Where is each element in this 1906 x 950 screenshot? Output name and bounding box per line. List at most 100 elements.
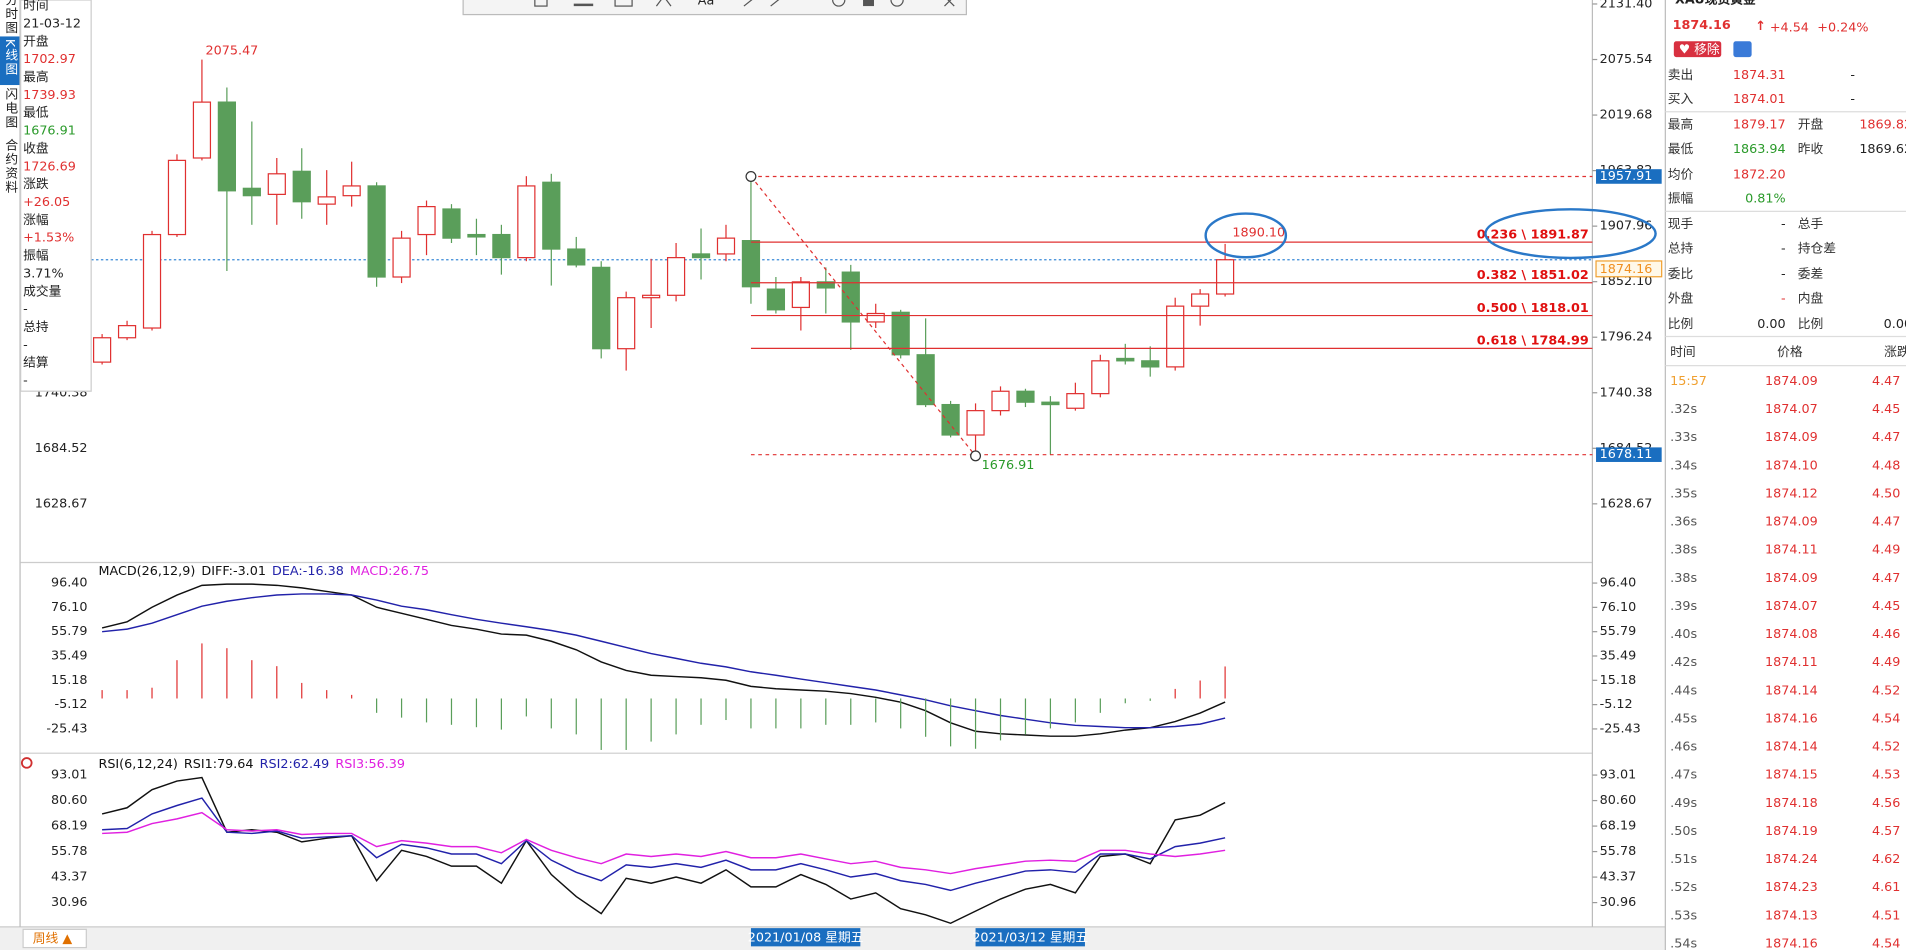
table-cell: 1874.09	[1765, 374, 1818, 389]
candle-body	[666, 257, 686, 296]
candle-body	[841, 271, 860, 323]
y-tick-label-left: 76.10	[51, 600, 88, 615]
legend-entry: MACD(26,12,9)	[98, 563, 195, 578]
info-label: 总持	[23, 320, 49, 335]
close-icon[interactable]	[944, 0, 955, 7]
y-tick-label-left: 96.40	[51, 576, 88, 591]
table-cell: 1874.09	[1765, 515, 1818, 530]
tool-icon[interactable]	[743, 0, 783, 7]
quote-value: -	[1850, 68, 1855, 83]
table-cell: .44s	[1670, 683, 1697, 698]
table-cell: 4.47	[1872, 515, 1900, 530]
tool-icon[interactable]	[534, 0, 548, 7]
remove-button-bg[interactable]	[1673, 41, 1722, 58]
quote-label: 最高	[1668, 117, 1694, 133]
candle-body	[217, 101, 237, 192]
candle-body	[1215, 259, 1235, 295]
indicator-line	[102, 593, 1226, 729]
period-button[interactable]	[22, 928, 87, 949]
y-tick-label-left: 55.78	[51, 844, 88, 859]
quote-label: 现手	[1668, 217, 1694, 232]
fib-anchor[interactable]	[745, 171, 757, 182]
table-cell: 1874.24	[1765, 852, 1818, 867]
table-cell: .38s	[1670, 571, 1697, 586]
quote-value: 0.00	[1884, 317, 1906, 332]
candle-body	[517, 185, 536, 259]
info-value: 21-03-12	[23, 16, 81, 31]
quote-value: -	[1850, 92, 1855, 107]
info-value: 1739.93	[23, 88, 76, 103]
quote-label: 振幅	[1668, 192, 1694, 207]
table-cell: .40s	[1670, 627, 1697, 642]
y-tick-label: 93.01	[1600, 768, 1637, 783]
toolbar: Aa	[462, 0, 967, 16]
remove-button[interactable]: ♥ 移除	[1679, 42, 1720, 57]
table-cell: 1874.12	[1765, 486, 1818, 501]
tool-icon[interactable]	[832, 0, 846, 7]
table-cell: 4.57	[1872, 824, 1900, 839]
candle-body	[242, 187, 261, 197]
axis-marker-bg	[1596, 447, 1662, 462]
y-tick-label-left: 15.18	[51, 673, 88, 688]
table-cell: 1874.23	[1765, 880, 1818, 895]
side-tab[interactable]: 闪电图	[2, 87, 17, 129]
quote-value: 0.00	[1757, 317, 1785, 332]
settings-icon[interactable]	[20, 757, 33, 769]
table-cell: 1874.18	[1765, 796, 1818, 811]
legend-entry: MACD:26.75	[350, 563, 429, 578]
text-tool[interactable]: Aa	[698, 0, 715, 9]
high-annotation: 2075.47	[206, 44, 259, 59]
info-label: 涨幅	[23, 213, 49, 228]
indicator-header: RSI(6,12,24) RSI1:79.64 RSI2:62.49 RSI3:56.…	[98, 757, 405, 772]
candle-body	[891, 311, 910, 356]
y-tick-label-left: 93.01	[51, 768, 88, 783]
highlight-circle	[1204, 212, 1288, 259]
y-tick-label-left: 1684.52	[35, 441, 88, 456]
quote-label: 均价	[1668, 167, 1694, 182]
table-cell: .33s	[1670, 430, 1697, 445]
info-value: +26.05	[23, 195, 70, 210]
quote-title: XAU现货黄金	[1675, 0, 1756, 7]
highlight-circle	[1484, 208, 1657, 260]
side-tab[interactable]: K线图	[2, 39, 17, 77]
info-label: 结算	[23, 356, 49, 371]
candle-body	[1016, 390, 1035, 403]
quote-label: 卖出	[1668, 68, 1694, 83]
candle-body	[1141, 360, 1160, 368]
quote-label: 比例	[1798, 317, 1824, 332]
quote-label: 最低	[1668, 142, 1694, 157]
table-cell: .54s	[1670, 936, 1697, 950]
table-cell: 1874.10	[1765, 458, 1818, 473]
legend-entry: RSI(6,12,24)	[98, 757, 177, 772]
quote-value: 1874.01	[1733, 92, 1786, 107]
table-cell: .34s	[1670, 458, 1697, 473]
tool-icon[interactable]	[614, 0, 633, 7]
tool-icon[interactable]	[890, 0, 904, 7]
y-tick-label: 68.19	[1600, 819, 1637, 834]
period-label[interactable]: 周线 ▲	[33, 932, 73, 947]
table-cell: 4.53	[1872, 768, 1900, 783]
alert-button[interactable]	[1733, 41, 1752, 58]
tool-icon[interactable]	[655, 0, 672, 7]
candle-body	[192, 101, 212, 159]
y-tick-label: 15.18	[1600, 673, 1637, 688]
candle-body	[1091, 360, 1110, 395]
info-label: 收盘	[23, 140, 49, 156]
fib-anchor[interactable]	[970, 450, 982, 462]
axis-marker-label: 1957.91	[1600, 169, 1653, 184]
info-label: 最低	[23, 106, 49, 121]
info-value: 3.71%	[23, 266, 64, 281]
quote-value: -	[1781, 267, 1786, 282]
tool-icon[interactable]	[863, 0, 874, 7]
legend-entry: DEA:-16.38	[272, 563, 344, 578]
candle-body	[1191, 293, 1210, 307]
candle-body	[492, 233, 511, 259]
table-cell: 4.56	[1872, 796, 1900, 811]
side-tab[interactable]: 分时图	[2, 0, 17, 35]
y-tick-label: 2075.54	[1600, 52, 1653, 67]
candle-body	[542, 181, 561, 250]
quote-value: -	[1781, 242, 1786, 257]
table-cell: 4.45	[1872, 599, 1900, 614]
side-tab[interactable]: 合约资料	[2, 138, 17, 194]
